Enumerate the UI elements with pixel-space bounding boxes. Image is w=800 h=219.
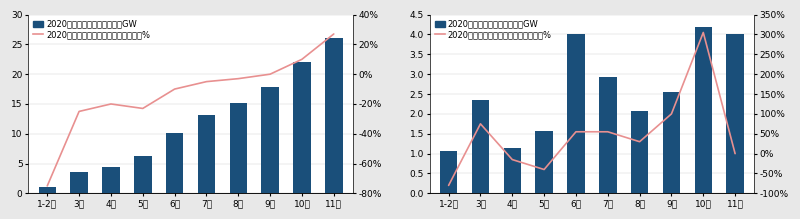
Bar bbox=[662, 92, 680, 193]
Legend: 2020年光伏新增累计装机量，GW, 2020年光伏新增累计装机量同比增速，%: 2020年光伏新增累计装机量，GW, 2020年光伏新增累计装机量同比增速，% bbox=[32, 19, 151, 40]
Bar bbox=[70, 173, 88, 193]
Bar bbox=[503, 148, 521, 193]
Bar bbox=[472, 100, 489, 193]
Legend: 2020年光伏每月新增装机量，GW, 2020年光伏每月新增装机量同比增速，%: 2020年光伏每月新增装机量，GW, 2020年光伏每月新增装机量同比增速，% bbox=[434, 19, 553, 40]
Bar bbox=[325, 39, 342, 193]
Bar bbox=[293, 62, 310, 193]
Bar bbox=[134, 156, 151, 193]
Bar bbox=[262, 87, 279, 193]
Bar bbox=[230, 103, 247, 193]
Bar bbox=[694, 27, 712, 193]
Bar bbox=[599, 77, 617, 193]
Bar bbox=[440, 151, 458, 193]
Bar bbox=[535, 131, 553, 193]
Bar bbox=[102, 166, 120, 193]
Bar bbox=[38, 187, 56, 193]
Bar bbox=[166, 132, 183, 193]
Bar bbox=[726, 34, 744, 193]
Bar bbox=[198, 115, 215, 193]
Bar bbox=[567, 34, 585, 193]
Bar bbox=[631, 111, 648, 193]
